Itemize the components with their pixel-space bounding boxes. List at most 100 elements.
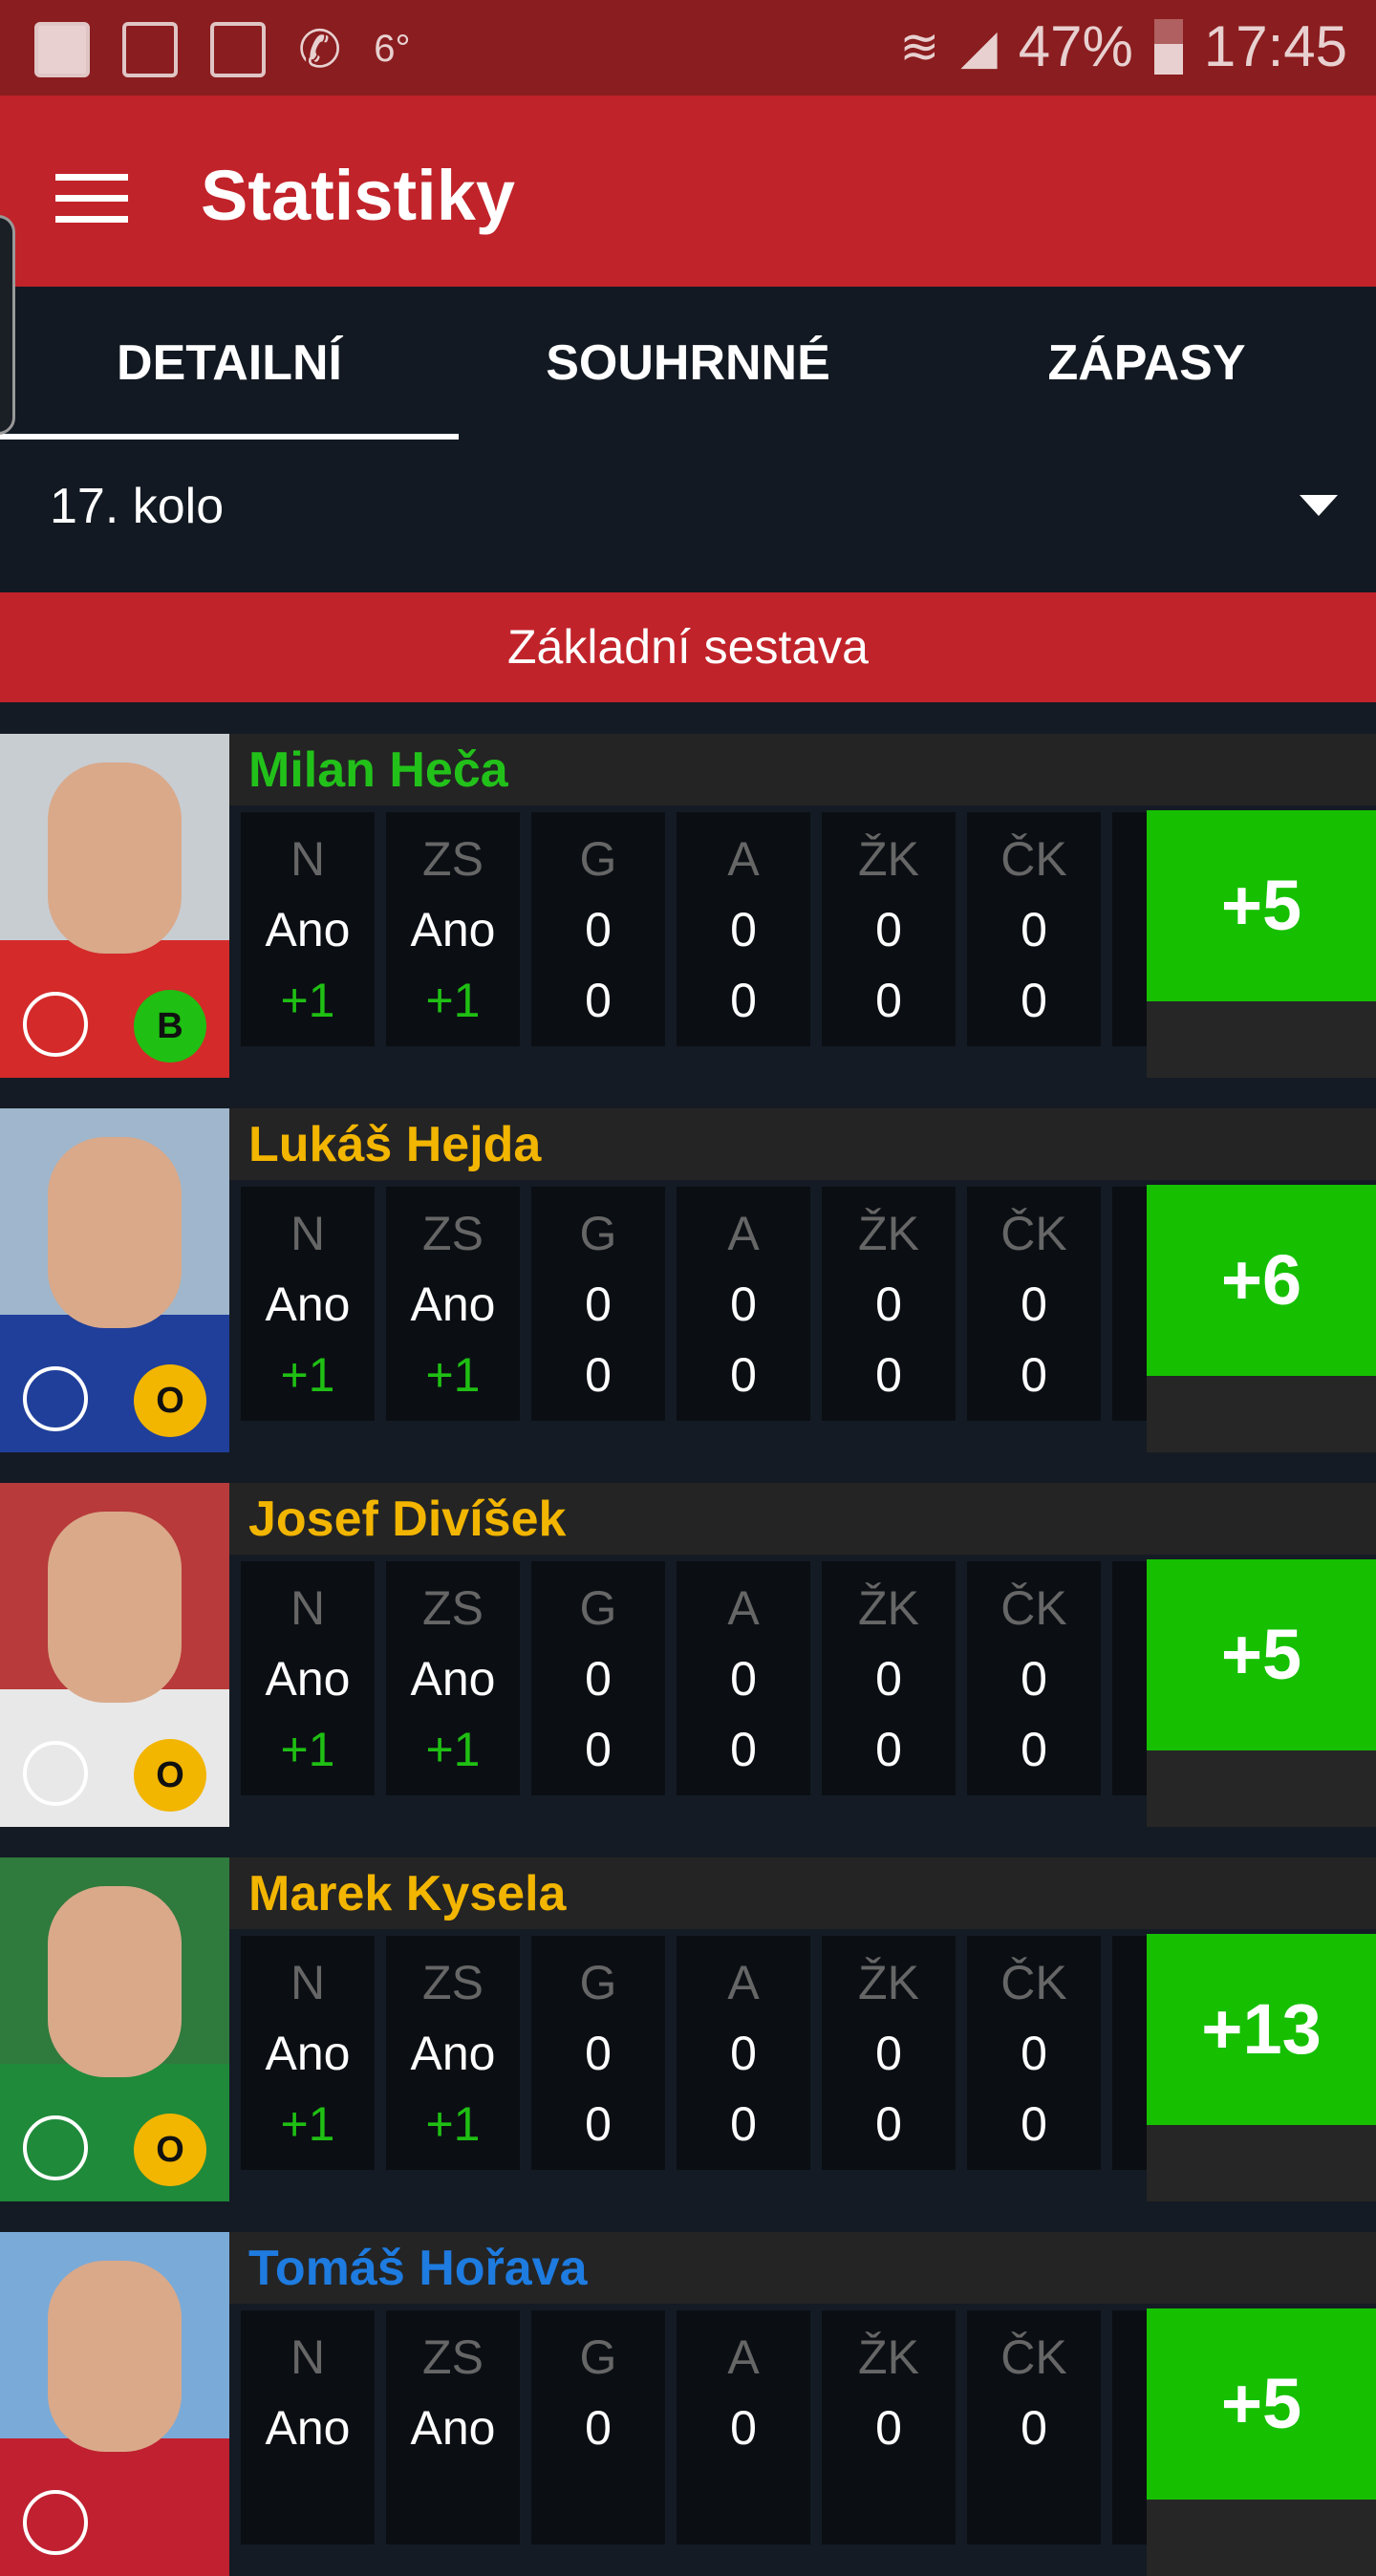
player-name-bar: Marek Kysela bbox=[229, 1857, 1376, 1929]
pocket-icon bbox=[34, 21, 90, 77]
stat-value: 0 bbox=[730, 1652, 757, 1706]
wifi-icon: ≋ bbox=[899, 19, 940, 74]
stat-points: +1 bbox=[425, 1348, 481, 1402]
stat-header: ZS bbox=[422, 2330, 484, 2384]
stat-points: 0 bbox=[585, 974, 612, 1027]
stat-cell: ŽK 0 0 bbox=[822, 812, 956, 1046]
clock: 17:45 bbox=[1203, 14, 1347, 78]
stat-points: +1 bbox=[425, 2097, 481, 2151]
stat-cell: ČK 0 0 bbox=[967, 1187, 1101, 1421]
player-name[interactable]: Marek Kysela bbox=[248, 1866, 567, 1921]
tab-zapasy[interactable]: ZÁPASY bbox=[1047, 335, 1246, 391]
face bbox=[48, 1512, 182, 1703]
position-badge: O bbox=[134, 1739, 206, 1812]
player-name[interactable]: Tomáš Hořava bbox=[248, 2241, 588, 2296]
hamburger-icon[interactable] bbox=[55, 174, 128, 224]
stats-row: N Ano ZS Ano G 0 A 0 ŽK 0 ČK 0 M bbox=[241, 2310, 1147, 2544]
club-crest-icon bbox=[23, 2490, 88, 2555]
stat-cell: M bbox=[1112, 1936, 1147, 2170]
stat-points: 0 bbox=[585, 2097, 612, 2151]
stat-cell: G 0 0 bbox=[531, 1187, 665, 1421]
stat-value: Ano bbox=[410, 2401, 496, 2455]
player-card[interactable]: O Lukáš Hejda N Ano +1 ZS Ano +1 G 0 0 A… bbox=[0, 1108, 1376, 1452]
stat-header: ŽK bbox=[858, 1581, 919, 1635]
stat-value: 0 bbox=[875, 2027, 902, 2080]
stat-points bbox=[241, 2471, 375, 2528]
player-name-bar: Milan Heča bbox=[229, 734, 1376, 805]
stat-value: 0 bbox=[875, 2401, 902, 2455]
notes-icon bbox=[122, 21, 178, 77]
stat-header: ŽK bbox=[858, 832, 919, 886]
status-bar: ✆ 6° ≋ ◢ 47% 17:45 bbox=[0, 0, 1376, 96]
player-score: +5 bbox=[1147, 2308, 1376, 2500]
stat-header: ZS bbox=[422, 1581, 484, 1635]
player-card[interactable]: O Marek Kysela N Ano +1 ZS Ano +1 G 0 0 … bbox=[0, 1857, 1376, 2201]
stat-value: 0 bbox=[585, 2027, 612, 2080]
stat-points: +1 bbox=[280, 2097, 335, 2151]
stat-points: 0 bbox=[730, 1723, 757, 1776]
stat-cell: ŽK 0 bbox=[822, 2310, 956, 2544]
stat-header: ZS bbox=[422, 832, 484, 886]
stat-points bbox=[386, 2471, 520, 2528]
stat-cell: A 0 0 bbox=[677, 1187, 810, 1421]
player-name[interactable]: Milan Heča bbox=[248, 742, 508, 798]
stat-cell: ŽK 0 0 bbox=[822, 1561, 956, 1795]
stat-points: 0 bbox=[1021, 1723, 1047, 1776]
position-badge: B bbox=[134, 990, 206, 1063]
stat-points: 0 bbox=[730, 2097, 757, 2151]
score-box: +6 bbox=[1147, 1185, 1376, 1452]
stat-cell: ZS Ano +1 bbox=[386, 1187, 520, 1421]
player-card[interactable]: B Milan Heča N Ano +1 ZS Ano +1 G 0 0 A … bbox=[0, 734, 1376, 1078]
stat-header: G bbox=[579, 1581, 617, 1635]
player-name[interactable]: Josef Divíšek bbox=[248, 1492, 567, 1547]
score-box: +5 bbox=[1147, 2308, 1376, 2576]
stat-points bbox=[677, 2471, 810, 2528]
stat-value: Ano bbox=[265, 1277, 351, 1331]
stat-value: 0 bbox=[730, 903, 757, 956]
stat-value: Ano bbox=[265, 903, 351, 956]
player-name-bar: Lukáš Hejda bbox=[229, 1108, 1376, 1180]
stat-header: A bbox=[727, 1956, 760, 2009]
stat-header: N bbox=[290, 1581, 326, 1635]
stat-value: Ano bbox=[410, 903, 496, 956]
stat-cell: G 0 0 bbox=[531, 812, 665, 1046]
stat-value: 0 bbox=[1021, 2027, 1047, 2080]
stat-value: Ano bbox=[410, 1277, 496, 1331]
player-score: +13 bbox=[1147, 1934, 1376, 2125]
stat-points: +1 bbox=[280, 1723, 335, 1776]
tab-detailni[interactable]: DETAILNÍ bbox=[0, 287, 459, 440]
stat-cell: M bbox=[1112, 2310, 1147, 2544]
stat-cell: N Ano +1 bbox=[241, 812, 375, 1046]
player-card[interactable]: Tomáš Hořava N Ano ZS Ano G 0 A 0 ŽK 0 Č… bbox=[0, 2232, 1376, 2576]
stat-header: ČK bbox=[1000, 2330, 1067, 2384]
temperature: 6° bbox=[374, 28, 411, 70]
stat-points: 0 bbox=[1021, 1348, 1047, 1402]
section-header: Základní sestava bbox=[0, 592, 1376, 702]
face bbox=[48, 1886, 182, 2077]
player-name-bar: Tomáš Hořava bbox=[229, 2232, 1376, 2304]
stat-cell: A 0 0 bbox=[677, 1561, 810, 1795]
stat-cell: A 0 bbox=[677, 2310, 810, 2544]
stat-points: 0 bbox=[875, 1723, 902, 1776]
face bbox=[48, 1137, 182, 1328]
stat-points: 0 bbox=[730, 1348, 757, 1402]
stat-points: 0 bbox=[1021, 974, 1047, 1027]
stat-header: ČK bbox=[1000, 1581, 1067, 1635]
stats-row: N Ano +1 ZS Ano +1 G 0 0 A 0 0 ŽK 0 0 ČK… bbox=[241, 812, 1147, 1046]
stat-value: Ano bbox=[265, 1652, 351, 1706]
stat-header: G bbox=[579, 1956, 617, 2009]
player-card[interactable]: O Josef Divíšek N Ano +1 ZS Ano +1 G 0 0… bbox=[0, 1483, 1376, 1827]
stat-cell: ZS Ano +1 bbox=[386, 1561, 520, 1795]
round-select[interactable]: 17. kolo bbox=[0, 440, 1376, 592]
side-handle[interactable] bbox=[0, 215, 15, 435]
stat-value: 0 bbox=[730, 1277, 757, 1331]
face bbox=[48, 762, 182, 954]
player-name[interactable]: Lukáš Hejda bbox=[248, 1117, 542, 1172]
stat-header: M bbox=[1112, 1206, 1147, 1263]
signal-icon: ◢ bbox=[960, 19, 998, 74]
tab-souhrnne[interactable]: SOUHRNNÉ bbox=[546, 335, 830, 391]
round-select-value: 17. kolo bbox=[50, 479, 225, 534]
stat-header: ŽK bbox=[858, 1207, 919, 1260]
club-crest-icon bbox=[23, 2115, 88, 2180]
stat-cell: ŽK 0 0 bbox=[822, 1936, 956, 2170]
